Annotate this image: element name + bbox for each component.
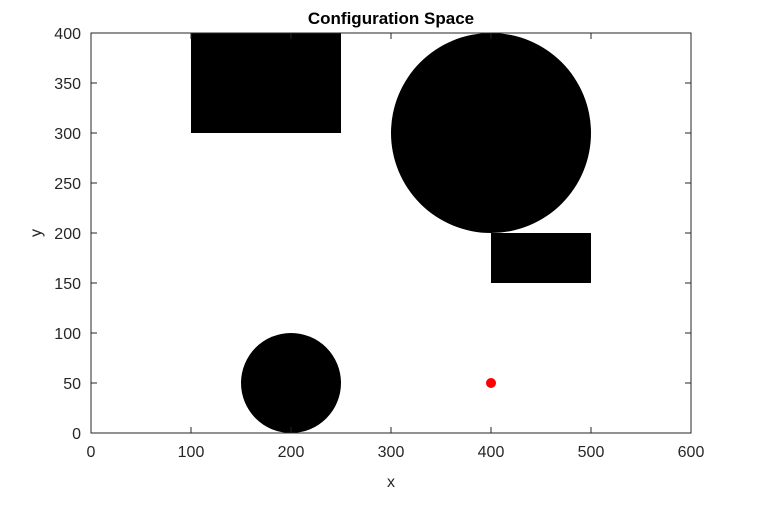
obstacle-circle-4 xyxy=(241,333,341,433)
y-tick-label-100: 100 xyxy=(54,326,81,343)
x-tick-label-100: 100 xyxy=(178,444,205,461)
obstacle-rectangle-1 xyxy=(191,33,341,133)
data-point-1 xyxy=(486,378,496,388)
y-axis-label: y xyxy=(28,229,45,237)
x-tick-label-0: 0 xyxy=(87,444,96,461)
y-tick-label-0: 0 xyxy=(72,426,81,443)
x-tick-label-400: 400 xyxy=(478,444,505,461)
x-tick-label-600: 600 xyxy=(678,444,705,461)
y-tick-label-300: 300 xyxy=(54,126,81,143)
y-tick-label-200: 200 xyxy=(54,226,81,243)
chart-title: Configuration Space xyxy=(308,9,474,28)
obstacle-rectangle-3 xyxy=(491,233,591,283)
ticks-layer: 0 100 200 300 400 500 600 0 50 100 150 200 250 300 350… xyxy=(54,26,704,461)
points-layer xyxy=(486,378,496,388)
x-axis-label: x xyxy=(387,474,395,491)
y-tick-label-400: 400 xyxy=(54,26,81,43)
y-tick-label-250: 250 xyxy=(54,176,81,193)
x-tick-label-200: 200 xyxy=(278,444,305,461)
y-tick-label-350: 350 xyxy=(54,76,81,93)
plot-area xyxy=(91,33,691,433)
y-tick-label-50: 50 xyxy=(63,376,81,393)
x-tick-label-500: 500 xyxy=(578,444,605,461)
x-tick-label-300: 300 xyxy=(378,444,405,461)
obstacles-layer xyxy=(191,33,591,433)
obstacle-circle-2 xyxy=(391,33,591,233)
y-tick-label-150: 150 xyxy=(54,276,81,293)
